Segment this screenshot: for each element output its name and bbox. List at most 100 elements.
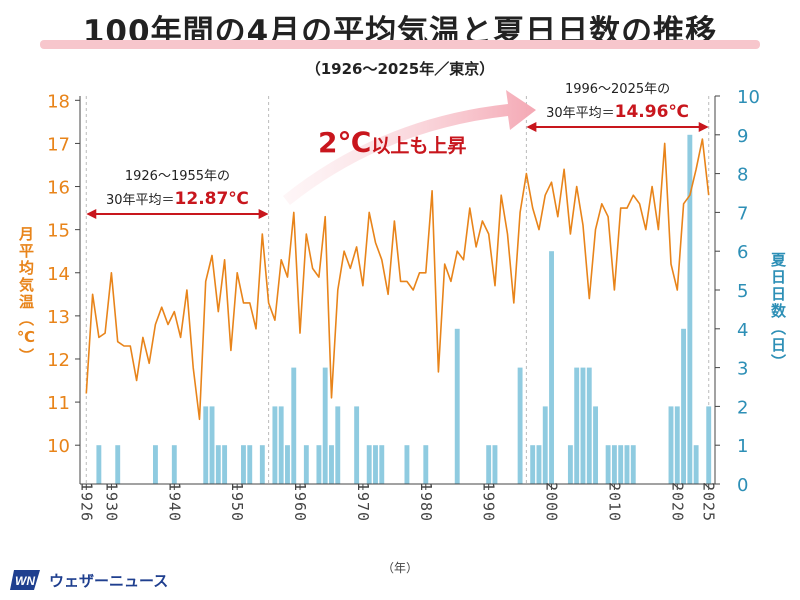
summer-days-bar-1951 xyxy=(241,445,246,484)
left-tick-label-16: 16 xyxy=(47,178,70,199)
left-annotation-average-value: 12.87℃ xyxy=(175,189,249,209)
right-tick-label-7: 7 xyxy=(737,203,748,224)
right-annotation-average-value: 14.96℃ xyxy=(615,102,689,122)
summer-days-bar-1956 xyxy=(272,406,278,484)
x-axis-label: （年） xyxy=(382,561,418,575)
summer-days-bar-1954 xyxy=(259,445,265,484)
summer-days-bar-2003 xyxy=(567,445,573,484)
summer-days-bars xyxy=(96,134,712,485)
right-tick-label-8: 8 xyxy=(737,165,748,186)
dashed-reference-lines xyxy=(85,96,710,484)
right-tick-label-4: 4 xyxy=(737,320,748,341)
summer-days-bar-1977 xyxy=(404,445,410,484)
left-annotation-arrow-head-left xyxy=(86,209,97,219)
left-tick-label-13: 13 xyxy=(47,307,70,328)
summer-days-bar-2006 xyxy=(586,367,592,484)
temperature-line xyxy=(85,138,710,421)
summer-days-bar-1958 xyxy=(285,445,290,484)
x-tick-label-1970: 1970 xyxy=(354,482,372,522)
rise-callout-value: 2℃ xyxy=(318,126,371,159)
summer-days-bar-1963 xyxy=(316,445,322,484)
x-tick-label-2020: 2020 xyxy=(668,482,686,522)
summer-days-bar-1940 xyxy=(171,445,177,484)
right-tick-label-1: 1 xyxy=(737,436,748,457)
summer-days-bar-2013 xyxy=(630,445,636,484)
summer-days-bar-1947 xyxy=(215,445,221,484)
summer-days-bar-1948 xyxy=(222,445,228,484)
summer-days-bar-2012 xyxy=(624,445,630,484)
summer-days-bar-1964 xyxy=(322,367,328,484)
x-tick-label-1950: 1950 xyxy=(228,482,246,522)
x-tick-label-1940: 1940 xyxy=(165,482,183,522)
left-tick-label-17: 17 xyxy=(47,134,70,155)
title-underline xyxy=(40,40,760,49)
right-axis-label: 夏日日数（日） xyxy=(769,252,787,371)
summer-days-bar-2020 xyxy=(674,406,680,484)
summer-days-bar-1928 xyxy=(96,445,102,484)
left-tick-label-15: 15 xyxy=(47,221,70,242)
summer-days-bar-2000 xyxy=(549,251,554,484)
left-annotation-average-line: 30年平均＝12.87℃ xyxy=(106,189,249,209)
summer-days-bar-1997 xyxy=(530,445,536,484)
summer-days-bar-1999 xyxy=(542,406,548,484)
summer-days-bar-1991 xyxy=(492,445,498,484)
brand-name: ウェザーニュース xyxy=(49,572,169,590)
x-tick-label-1930: 1930 xyxy=(102,482,120,522)
right-tick-label-6: 6 xyxy=(737,242,748,263)
annotations: 1926〜1955年の30年平均＝12.87℃1996〜2025年の30年平均＝… xyxy=(86,82,709,219)
summer-days-bar-1957 xyxy=(278,406,284,484)
x-tick-label-2000: 2000 xyxy=(543,482,561,522)
right-annotation-arrow-head-right xyxy=(698,122,709,132)
left-tick-label-14: 14 xyxy=(47,264,70,285)
summer-days-bar-1946 xyxy=(209,406,215,484)
x-tick-label-1990: 1990 xyxy=(480,482,498,522)
summer-days-bar-1980 xyxy=(423,445,429,484)
left-annotation-average-label: 30年平均＝ xyxy=(106,193,175,208)
summer-days-bar-1937 xyxy=(153,445,158,484)
summer-days-bar-1966 xyxy=(335,406,341,484)
summer-days-bar-1965 xyxy=(329,445,334,484)
summer-days-bar-2025 xyxy=(706,406,712,484)
chart-subtitle: （1926〜2025年／東京） xyxy=(305,60,495,78)
summer-days-bar-2022 xyxy=(687,134,693,485)
summer-days-bar-1931 xyxy=(115,445,121,484)
summer-days-bar-1971 xyxy=(366,445,372,484)
summer-days-bar-2021 xyxy=(681,328,687,484)
summer-days-bar-1998 xyxy=(536,445,542,484)
summer-days-bar-1959 xyxy=(291,367,297,484)
x-tick-label-2025: 2025 xyxy=(700,482,718,522)
x-tick-label-1960: 1960 xyxy=(291,482,309,522)
left-annotation-period: 1926〜1955年の xyxy=(125,169,230,184)
left-tick-label-12: 12 xyxy=(47,350,70,371)
summer-days-bar-1990 xyxy=(486,445,492,484)
right-annotation-average-line: 30年平均＝14.96℃ xyxy=(546,102,689,122)
left-tick-label-11: 11 xyxy=(47,393,70,414)
summer-days-bar-2011 xyxy=(618,445,624,484)
right-annotation-average-label: 30年平均＝ xyxy=(546,106,615,121)
summer-days-bar-1961 xyxy=(303,445,309,484)
x-tick-label-1980: 1980 xyxy=(417,482,435,522)
logo-letters: WN xyxy=(15,574,35,588)
rise-callout-text: 以上も上昇 xyxy=(371,135,466,157)
right-tick-label-5: 5 xyxy=(737,281,748,302)
summer-days-bar-2019 xyxy=(668,406,674,484)
summer-days-bar-1995 xyxy=(517,367,523,484)
right-annotation-period: 1996〜2025年の xyxy=(565,82,670,97)
rise-callout: 2℃以上も上昇 xyxy=(318,126,466,159)
summer-days-bar-1969 xyxy=(354,406,360,484)
summer-days-bar-2023 xyxy=(693,445,699,484)
left-tick-label-18: 18 xyxy=(47,91,70,112)
weathernews-logo: WN xyxy=(10,570,40,590)
right-tick-label-9: 9 xyxy=(737,126,748,147)
summer-days-bar-2004 xyxy=(574,367,580,484)
right-tick-label-3: 3 xyxy=(737,359,748,380)
x-tick-label-2010: 2010 xyxy=(605,482,623,522)
right-tick-label-0: 0 xyxy=(737,475,748,496)
summer-days-bar-2007 xyxy=(593,406,598,484)
right-tick-label-2: 2 xyxy=(737,397,748,418)
summer-days-bar-2009 xyxy=(605,445,611,484)
left-tick-label-10: 10 xyxy=(47,436,70,457)
rise-arrow xyxy=(283,90,536,205)
